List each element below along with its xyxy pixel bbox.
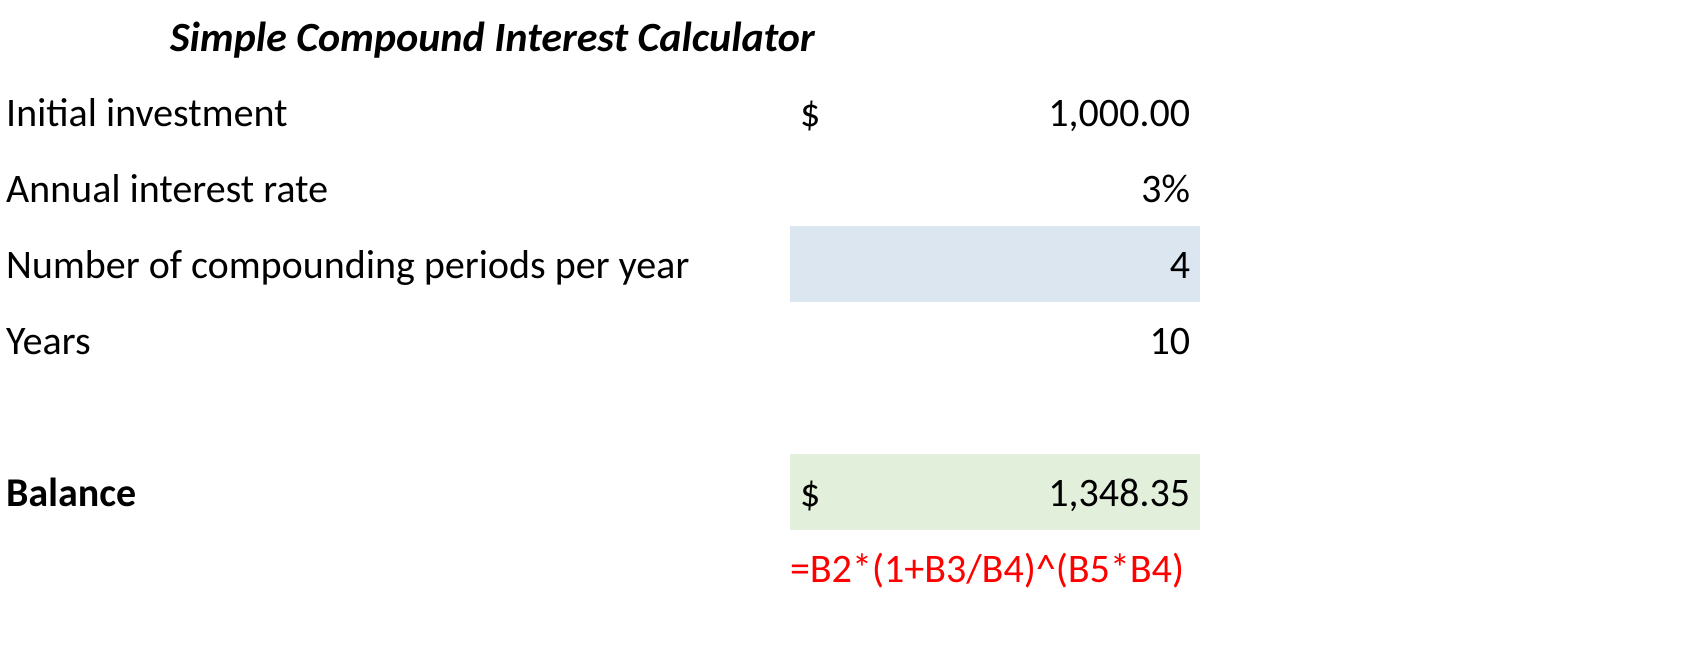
compounding-periods-value: 4 <box>790 226 1200 302</box>
compounding-periods-row: Number of compounding periods per year 4 <box>0 226 1684 302</box>
page-title: Simple Compound Interest Calculator <box>0 0 815 74</box>
balance-label: Balance <box>0 454 790 530</box>
formula-text: =B2*(1+B3/B4)^(B5*B4) <box>790 530 1200 606</box>
balance-row: Balance $ 1,348.35 <box>0 454 1684 530</box>
currency-amount: 1,000.00 <box>1048 88 1190 137</box>
currency-symbol: $ <box>800 468 820 517</box>
initial-investment-label: Initial investment <box>0 74 790 150</box>
compounding-periods-label: Number of compounding periods per year <box>0 226 790 302</box>
title-row: Simple Compound Interest Calculator <box>0 0 1684 74</box>
years-label: Years <box>0 302 790 378</box>
annual-rate-label: Annual interest rate <box>0 150 790 226</box>
currency-symbol: $ <box>800 88 820 137</box>
spacer-row <box>0 378 1684 454</box>
initial-investment-value: $ 1,000.00 <box>790 74 1200 150</box>
formula-row: =B2*(1+B3/B4)^(B5*B4) <box>0 530 1684 606</box>
years-row: Years 10 <box>0 302 1684 378</box>
years-value: 10 <box>790 302 1200 378</box>
calculator-table: Simple Compound Interest Calculator Init… <box>0 0 1684 606</box>
initial-investment-row: Initial investment $ 1,000.00 <box>0 74 1684 150</box>
currency-amount: 1,348.35 <box>1048 468 1190 517</box>
balance-value: $ 1,348.35 <box>790 454 1200 530</box>
annual-rate-row: Annual interest rate 3% <box>0 150 1684 226</box>
annual-rate-value: 3% <box>790 150 1200 226</box>
